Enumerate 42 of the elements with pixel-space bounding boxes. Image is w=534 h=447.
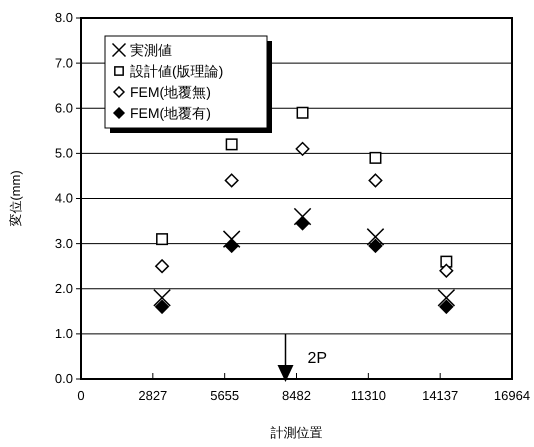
point [294, 208, 312, 226]
x-tick-label: 2827 [138, 388, 168, 404]
point [296, 216, 310, 230]
annotation: 2P [308, 350, 328, 367]
legend-label: FEM(地覆有) [130, 105, 211, 121]
x-tick-label: 8482 [282, 388, 311, 404]
x-tick-label: 0 [77, 388, 85, 404]
x-tick-label: 11310 [350, 388, 386, 404]
point [224, 238, 239, 253]
point [368, 173, 382, 188]
point [439, 264, 454, 278]
point [296, 106, 309, 119]
point [155, 259, 170, 274]
point [369, 152, 382, 164]
point [222, 230, 241, 248]
y-tick-label: 4.0 [54, 190, 73, 206]
point [437, 288, 456, 307]
point [153, 288, 171, 307]
y-tick-label: 0.0 [54, 371, 73, 386]
x-axis-title: 計測位置 [270, 425, 322, 440]
legend-label: 設計値(版理論) [130, 63, 224, 79]
x-tick-label: 14137 [422, 388, 458, 404]
x-tick-label: 5655 [210, 388, 240, 404]
legend-label: 実測値 [130, 42, 172, 58]
y-tick-label: 7.0 [54, 55, 73, 70]
x-tick-label: 16964 [494, 388, 530, 404]
point [155, 300, 170, 314]
point [296, 142, 310, 156]
point [224, 173, 239, 188]
y-tick-label: 3.0 [54, 236, 73, 251]
point [368, 238, 382, 253]
y-tick-label: 2.0 [54, 280, 73, 296]
point [366, 228, 384, 246]
point [226, 138, 238, 150]
legend-label: FEM(地覆無) [130, 84, 211, 100]
y-axis-title: 変位(mm) [8, 170, 23, 227]
point [156, 233, 168, 246]
y-tick-label: 6.0 [54, 100, 73, 116]
y-tick-label: 1.0 [54, 326, 73, 342]
point [439, 300, 454, 314]
y-tick-label: 5.0 [54, 146, 73, 161]
y-tick-label: 8.0 [54, 10, 73, 26]
